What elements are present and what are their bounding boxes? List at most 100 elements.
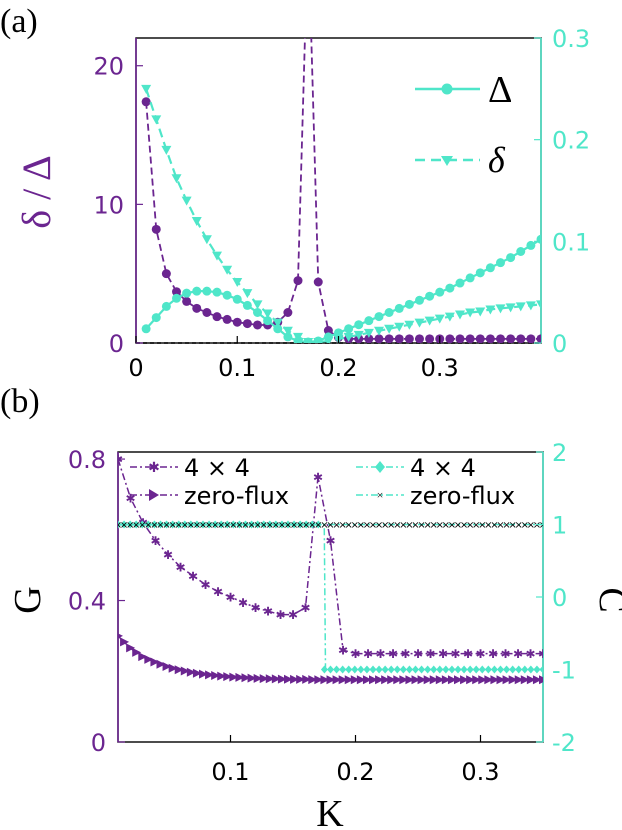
series-b-0-point: ✱ bbox=[375, 647, 385, 661]
series-b-0-point: ✱ bbox=[313, 470, 323, 484]
series-b-3-point: × bbox=[284, 520, 292, 531]
series-b-3-point: × bbox=[132, 520, 140, 531]
series-b-3-point: × bbox=[175, 520, 183, 531]
series-a-0 bbox=[141, 38, 541, 343]
series-b-1-point bbox=[205, 670, 215, 680]
series-b-1-point bbox=[417, 675, 427, 685]
series-a-0-point bbox=[404, 334, 414, 343]
legend-b-zeroflux-right-marker: × bbox=[377, 488, 384, 502]
series-b-1-point bbox=[532, 675, 542, 685]
series-b-2-point bbox=[472, 665, 480, 674]
series-b-1-point bbox=[338, 675, 348, 685]
series-b-1-point bbox=[472, 675, 482, 685]
series-a-0-point bbox=[242, 319, 252, 329]
series-a-2-point bbox=[262, 309, 273, 319]
b-ytick-left-label: 0.4 bbox=[68, 588, 106, 616]
series-b-1-point bbox=[302, 674, 312, 684]
series-b-3-point: × bbox=[235, 520, 243, 531]
series-b-3-point: × bbox=[345, 520, 353, 531]
series-b-0-point: ✱ bbox=[125, 491, 135, 505]
series-a-0-point bbox=[313, 277, 323, 287]
series-b-2-point bbox=[248, 520, 256, 529]
a-ytick-right-label: 0.2 bbox=[552, 127, 590, 155]
panel-b-xlabel: K bbox=[316, 793, 344, 830]
series-b-3-point: × bbox=[314, 520, 322, 531]
series-b-3-point: × bbox=[454, 520, 462, 531]
series-a-1-point bbox=[445, 283, 455, 293]
series-b-1-point bbox=[259, 674, 269, 684]
b-ytick-left-label: 0.8 bbox=[68, 446, 106, 474]
series-b-3-point: × bbox=[381, 520, 389, 531]
series-b-1-point bbox=[399, 675, 409, 685]
series-b-3-point: × bbox=[187, 520, 195, 531]
series-b-2-point bbox=[138, 520, 146, 529]
series-b-1-point bbox=[150, 657, 160, 667]
series-b-2-point bbox=[466, 665, 474, 674]
series-b-1-point bbox=[296, 674, 306, 684]
series-b-3-point: × bbox=[290, 520, 298, 531]
series-b-3-point: × bbox=[442, 520, 450, 531]
series-b-2-point bbox=[460, 665, 468, 674]
series-a-2-point bbox=[141, 84, 152, 94]
series-b-1-point bbox=[326, 675, 336, 685]
series-b-2-point bbox=[497, 665, 504, 674]
series-b-2-point bbox=[503, 665, 511, 674]
series-b-3-point: × bbox=[466, 520, 474, 531]
series-b-1-point bbox=[241, 673, 251, 683]
series-b-0-point: ✱ bbox=[213, 585, 223, 599]
series-b-3-point: × bbox=[326, 520, 334, 531]
series-b-2-point bbox=[302, 520, 310, 529]
series-a-0-point bbox=[283, 308, 293, 317]
series-a-0-point bbox=[182, 296, 192, 306]
panel-b-ylabel-left: G bbox=[7, 586, 49, 613]
series-a-2-point bbox=[151, 115, 162, 125]
series-b-1-point bbox=[162, 661, 172, 671]
series-a-2 bbox=[141, 84, 541, 343]
series-b-1-point bbox=[393, 675, 403, 685]
series-a-0-point bbox=[192, 303, 202, 313]
series-b-1-point bbox=[454, 675, 463, 685]
series-b-3-point: × bbox=[338, 520, 346, 531]
series-b-1-point bbox=[375, 675, 385, 685]
series-a-1-point bbox=[404, 299, 414, 309]
series-b-2-point bbox=[448, 665, 456, 674]
series-b-0-point: ✱ bbox=[263, 605, 273, 619]
series-a-0-point bbox=[232, 317, 242, 327]
series-b-2-point bbox=[521, 665, 529, 674]
series-b-1-point bbox=[435, 675, 445, 685]
series-b-2-point bbox=[442, 665, 450, 674]
series-b-2-point bbox=[515, 665, 523, 674]
series-b-3: ××××××××××××××××××××××××××××××××××××××××… bbox=[118, 520, 543, 531]
series-b-3-point: × bbox=[393, 520, 401, 531]
series-b-1-point bbox=[277, 674, 287, 684]
panel-b-ticks: 0.1 0.2 0.3 0 0.4 0.8 -2 -1 0 1 2 bbox=[68, 439, 576, 786]
series-b-3-point: × bbox=[423, 520, 431, 531]
series-b-3-point: × bbox=[460, 520, 468, 531]
legend-b-4x4-left-marker: ✱ bbox=[148, 461, 160, 476]
series-b-3-point: × bbox=[508, 520, 516, 531]
series-a-0-point bbox=[384, 334, 394, 343]
series-b-2-point bbox=[430, 665, 438, 674]
legend-b-zeroflux-left-label: zero-flux bbox=[184, 482, 289, 510]
legend-delta-marker bbox=[441, 83, 453, 95]
series-b-0-point: ✱ bbox=[238, 596, 248, 610]
a-ytick-left-label: 10 bbox=[93, 191, 124, 219]
series-b-1-point bbox=[460, 675, 470, 685]
b-ytick-right-label: 2 bbox=[552, 439, 567, 467]
series-b-2-point bbox=[478, 665, 486, 674]
series-a-1-point bbox=[192, 286, 202, 296]
series-b-2-point bbox=[490, 665, 498, 674]
series-b-3-point: × bbox=[296, 520, 304, 531]
series-a-2-point bbox=[536, 300, 541, 310]
series-b-2-point bbox=[339, 665, 347, 674]
series-b-2-point bbox=[387, 665, 395, 674]
panel-b-label: (b) bbox=[0, 383, 40, 420]
series-b-1-point bbox=[132, 647, 142, 657]
series-b-0: ✱✱✱✱✱✱✱✱✱✱✱✱✱✱✱✱✱✱✱✱✱✱✱✱✱✱✱✱✱✱✱✱✱✱✱ bbox=[118, 453, 543, 661]
series-a-2-point bbox=[201, 235, 212, 245]
series-a-2-point bbox=[222, 265, 233, 275]
series-b-0-point: ✱ bbox=[513, 647, 523, 661]
series-a-2-point bbox=[303, 337, 314, 343]
series-b-3-point: × bbox=[217, 520, 225, 531]
